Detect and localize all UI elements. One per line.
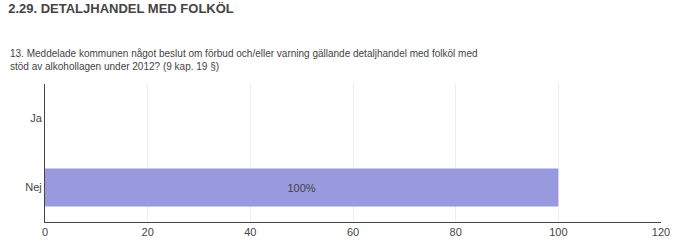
svg-text:0: 0: [42, 226, 48, 238]
svg-text:60: 60: [347, 226, 359, 238]
svg-text:2.29. DETALJHANDEL MED FOLKÖL: 2.29. DETALJHANDEL MED FOLKÖL: [8, 1, 234, 16]
svg-text:20: 20: [142, 226, 154, 238]
svg-text:100%: 100%: [287, 182, 315, 194]
svg-text:13. Meddelade kommunen något b: 13. Meddelade kommunen något beslut om f…: [10, 48, 478, 72]
svg-text:120: 120: [652, 226, 670, 238]
svg-text:40: 40: [244, 226, 256, 238]
svg-text:80: 80: [450, 226, 462, 238]
svg-text:Nej: Nej: [25, 181, 42, 193]
svg-text:Ja: Ja: [30, 112, 43, 124]
svg-text:100: 100: [549, 226, 567, 238]
